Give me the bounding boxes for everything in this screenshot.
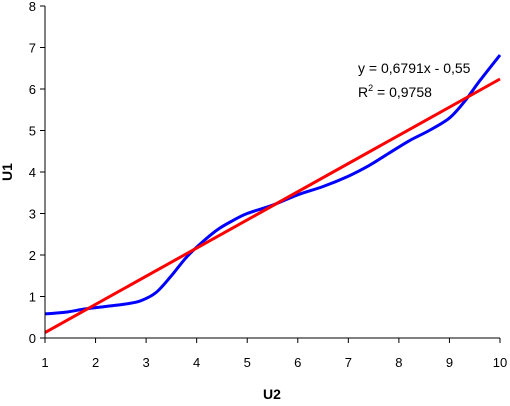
r-squared-r: R — [358, 84, 368, 100]
series-layer — [44, 54, 502, 334]
y-axis-title: U1 — [0, 163, 15, 181]
y-tick-label: 5 — [29, 124, 36, 139]
y-tick-label: 3 — [29, 207, 36, 222]
y-tick-label: 0 — [29, 331, 36, 346]
y-tick-label: 6 — [29, 82, 36, 97]
y-tick-label: 2 — [29, 248, 36, 263]
x-tick-label: 4 — [193, 355, 200, 370]
x-tick-label: 7 — [345, 355, 352, 370]
r-squared-label: R2 = 0,9758 — [358, 83, 432, 100]
x-tick-label: 8 — [395, 355, 402, 370]
data-series-line — [44, 54, 502, 316]
regression-equation: y = 0,6791x - 0,55 — [358, 60, 471, 76]
x-tick-label: 5 — [244, 355, 251, 370]
r-squared-value: = 0,9758 — [373, 84, 432, 100]
x-tick-label: 9 — [446, 355, 453, 370]
x-tick-label: 10 — [493, 355, 507, 370]
y-tick-label: 1 — [29, 290, 36, 305]
x-tick-label: 2 — [92, 355, 99, 370]
x-axis-title: U2 — [263, 386, 281, 402]
y-tick-label: 4 — [29, 165, 36, 180]
axes-layer — [44, 6, 500, 339]
y-tick-label: 8 — [29, 0, 36, 14]
x-tick-label: 3 — [142, 355, 149, 370]
trendline — [44, 77, 501, 334]
x-tick-label: 6 — [294, 355, 301, 370]
y-tick-label: 7 — [29, 41, 36, 56]
x-tick-label: 1 — [41, 355, 48, 370]
r-squared-exponent: 2 — [368, 83, 373, 93]
